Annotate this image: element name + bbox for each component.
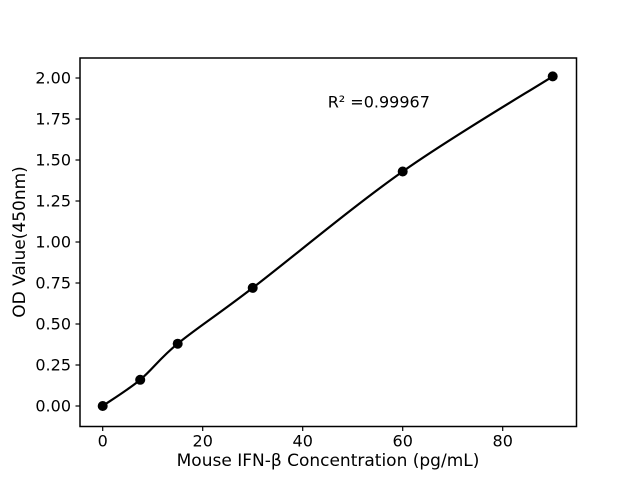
- y-tick-label: 1.75: [35, 110, 71, 129]
- fit-curve: [101, 75, 554, 408]
- y-axis-label: OD Value(450nm): [10, 166, 30, 318]
- x-tick-label: 20: [193, 432, 213, 451]
- y-tick-label: 1.25: [35, 192, 71, 211]
- y-tick-label: 0.00: [35, 397, 71, 416]
- plot-layer: 0 20 40 60 80 0.00 0.25 0.50 0.75 1.00 1.25 1.50 1.7…: [35, 57, 578, 451]
- y-tick-label: 1.00: [35, 233, 71, 252]
- x-axis-label: Mouse IFN-β Concentration (pg/mL): [177, 451, 480, 471]
- y-tick-label: 1.50: [35, 151, 71, 170]
- data-point: [135, 374, 146, 385]
- x-tick-label: 40: [293, 432, 313, 451]
- x-tick-label: 80: [493, 432, 513, 451]
- data-point: [547, 71, 558, 82]
- y-tick-label: 0.50: [35, 315, 71, 334]
- data-point: [172, 338, 183, 349]
- y-tick-label: 0.25: [35, 356, 71, 375]
- data-point: [247, 282, 258, 293]
- plot-border: [79, 57, 578, 428]
- y-tick-label: 0.75: [35, 274, 71, 293]
- x-tick-label: 0: [98, 432, 108, 451]
- y-tick-label: 2.00: [35, 69, 71, 88]
- r-squared-annotation: R² =0.99967: [328, 93, 430, 112]
- data-point: [97, 401, 108, 411]
- data-point: [397, 166, 408, 177]
- x-tick-label: 60: [393, 432, 413, 451]
